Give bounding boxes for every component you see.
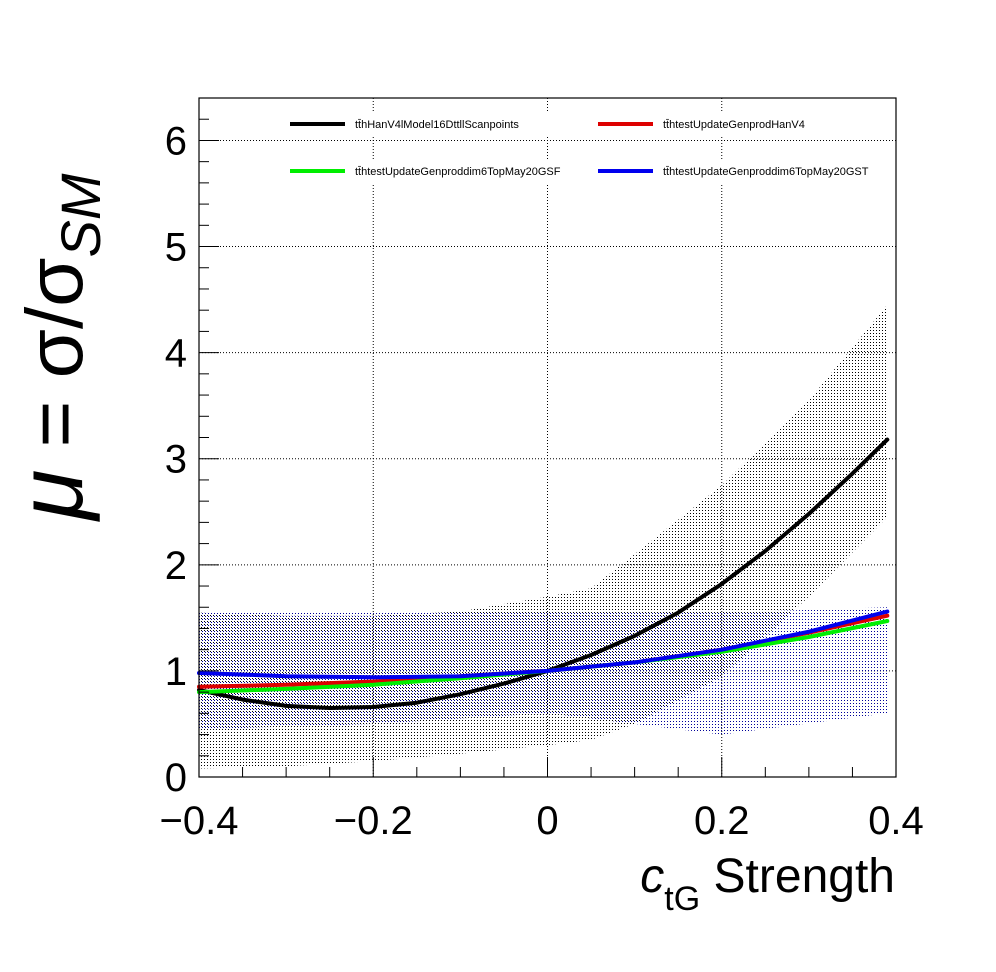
y-axis-title: μ = σ/σSM — [0, 173, 112, 522]
y-tick-label: 1 — [165, 650, 187, 694]
x-tick-label: −0.4 — [160, 799, 239, 843]
legend-label: tt̄hHanV4lModel16DttllScanpoints — [355, 119, 519, 131]
y-tick-label: 5 — [165, 226, 187, 270]
y-tick-label: 4 — [165, 332, 187, 376]
legend-label: tt̄htestUpdateGenprodHanV4 — [663, 119, 805, 131]
legend-label: tt̄htestUpdateGenproddim6TopMay20GSF — [355, 166, 561, 178]
x-tick-label: 0.2 — [694, 799, 750, 843]
y-tick-label: 2 — [165, 544, 187, 588]
x-axis-title: ctG Strength — [640, 850, 895, 918]
x-tick-label: −0.2 — [334, 799, 413, 843]
legend: tt̄hHanV4lModel16DttllScanpoints tt̄htest… — [284, 112, 882, 183]
axes: −0.4 −0.2 0 0.2 0.4 0 1 2 3 4 5 6 — [160, 97, 924, 843]
x-tick-label: 0 — [536, 799, 558, 843]
series-lines — [197, 437, 890, 710]
y-tick-label: 0 — [165, 756, 187, 800]
y-tick-label: 3 — [165, 438, 187, 482]
series-line — [197, 609, 890, 680]
legend-label: tt̄htestUpdateGenproddim6TopMay20GST — [663, 166, 869, 178]
x-tick-label: 0.4 — [868, 799, 924, 843]
y-tick-label: 6 — [165, 119, 187, 163]
